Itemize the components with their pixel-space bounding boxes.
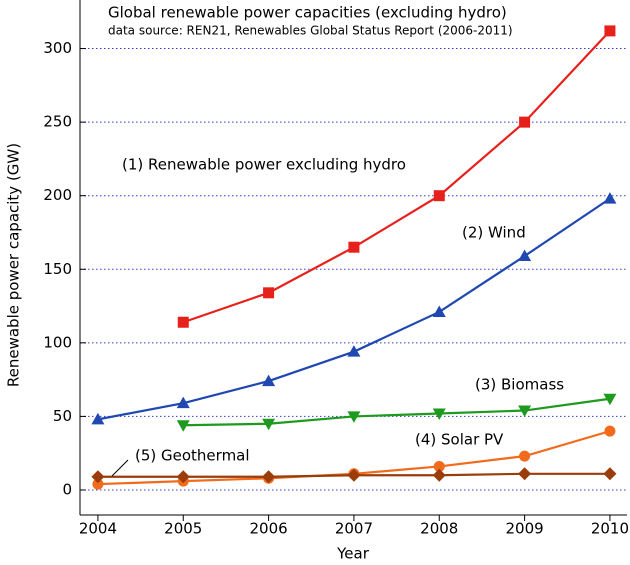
y-tick-label: 0 [62,480,72,498]
y-tick-label: 150 [43,260,72,278]
x-tick-label: 2009 [506,520,544,538]
y-tick-label: 50 [53,407,72,425]
marker [603,393,617,406]
marker [176,470,190,484]
x-tick-label: 2008 [420,520,458,538]
y-tick-label: 200 [43,186,72,204]
marker [176,420,190,432]
marker [433,460,445,472]
x-tick-label: 2006 [249,520,287,538]
series-label: (5) Geothermal [135,447,250,465]
marker [92,478,104,490]
x-axis-label: Year [336,545,370,563]
marker [262,470,276,484]
marker [262,374,276,387]
series-label: (3) Biomass [475,376,564,394]
x-tick-label: 2007 [335,520,373,538]
marker [518,467,532,481]
series-label: (4) Solar PV [415,431,504,449]
marker [519,450,531,462]
marker [604,25,616,37]
y-axis-label: Renewable power capacity (GW) [5,143,23,387]
marker [603,467,617,481]
marker [177,316,189,328]
x-tick-label: 2010 [591,520,629,538]
leader-line [111,459,129,477]
series-label: (2) Wind [462,224,526,242]
marker [433,190,445,202]
marker [347,468,361,482]
marker [519,116,531,128]
y-tick-label: 300 [43,39,72,57]
marker [347,345,361,357]
marker [91,412,105,425]
x-tick-label: 2005 [164,520,202,538]
marker [176,396,190,409]
marker [263,287,275,299]
marker [604,425,616,437]
y-tick-label: 250 [43,113,72,131]
series-label: (1) Renewable power excluding hydro [122,156,406,174]
marker [347,411,361,423]
series-line [183,397,611,427]
marker [432,305,446,317]
marker [262,418,276,431]
marker [432,468,446,482]
marker [518,249,532,262]
x-tick-label: 2004 [79,520,117,538]
marker [432,408,446,420]
series-line [182,30,611,324]
marker [91,470,105,484]
y-tick-label: 100 [43,333,72,351]
chart-subtitle: data source: REN21, Renewables Global St… [108,24,513,38]
marker [348,241,360,253]
marker [518,405,532,418]
chart-title: Global renewable power capacities (exclu… [108,4,507,22]
marker [603,192,617,204]
